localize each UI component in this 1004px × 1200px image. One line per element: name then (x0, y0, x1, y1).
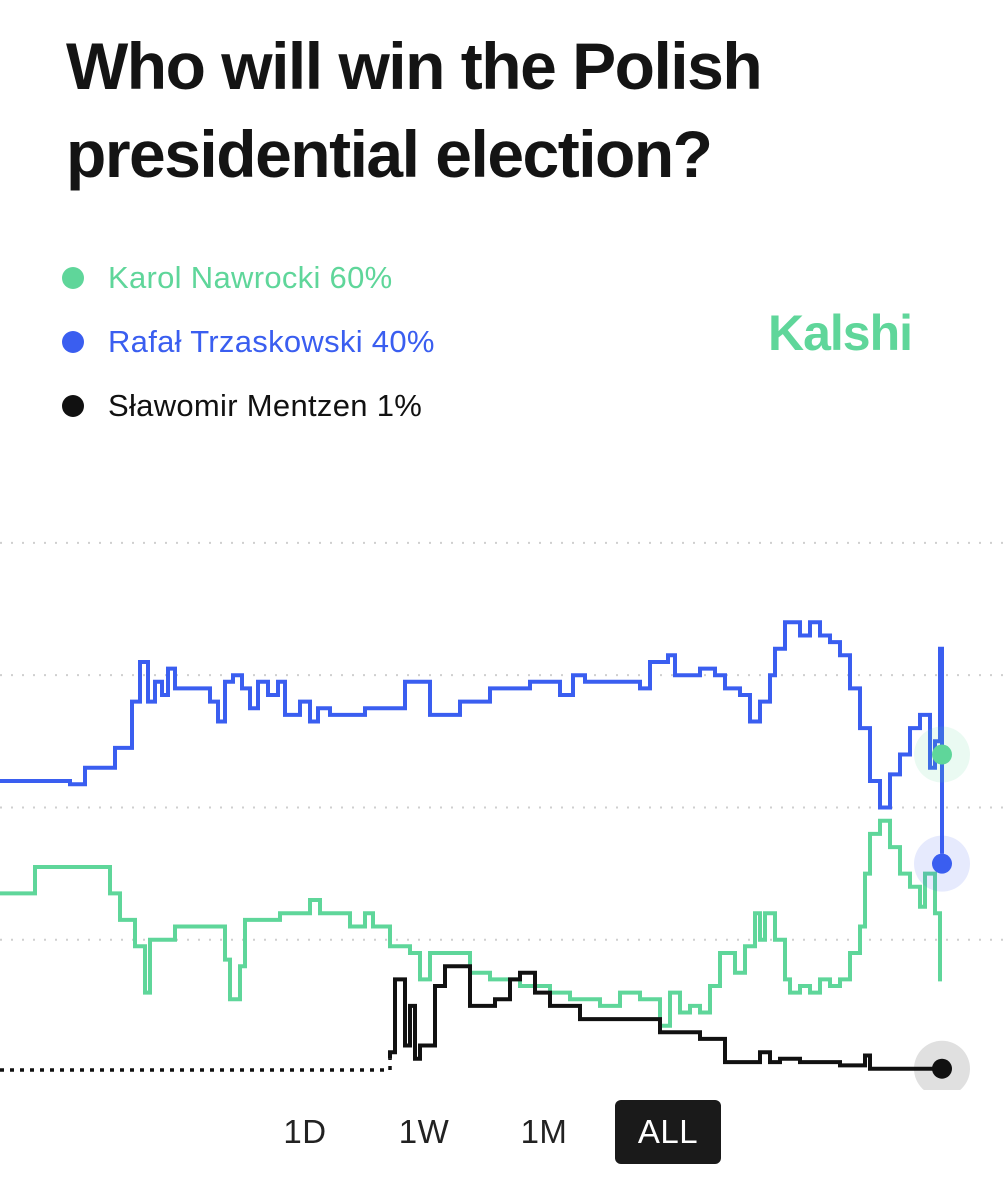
range-button-all[interactable]: ALL (615, 1100, 721, 1164)
legend-label-nawrocki: Karol Nawrocki 60% (108, 260, 393, 295)
end-marker-dot-1[interactable] (932, 853, 952, 874)
chart-legend: Karol Nawrocki 60% Rafał Trzaskowski 40%… (62, 246, 435, 438)
end-marker-dot-2[interactable] (932, 1058, 952, 1079)
price-history-chart (0, 541, 1004, 1090)
series-line-karol-nawrocki (0, 818, 942, 1028)
range-button-1m[interactable]: 1M (508, 1100, 580, 1164)
legend-item-nawrocki[interactable]: Karol Nawrocki 60% (62, 246, 435, 310)
end-marker-dot-0[interactable] (932, 744, 952, 765)
range-button-1w[interactable]: 1W (388, 1100, 460, 1164)
kalshi-logo: Kalshi (768, 305, 913, 361)
legend-dot-nawrocki (62, 267, 84, 289)
series-line-rafa-trzaskowski (0, 620, 944, 854)
legend-label-trzaskowski: Rafał Trzaskowski 40% (108, 324, 435, 359)
series-line-s-awomir-mentzen-dotted-lead-in (0, 1058, 392, 1072)
legend-item-mentzen[interactable]: Sławomir Mentzen 1% (62, 374, 435, 438)
page-title: Who will win the Polish presidential ele… (66, 29, 763, 191)
range-button-1d[interactable]: 1D (274, 1100, 336, 1164)
legend-label-mentzen: Sławomir Mentzen 1% (108, 388, 423, 423)
series-line-s-awomir-mentzen (388, 964, 940, 1071)
time-range-selector: 1D 1W 1M ALL (0, 1100, 1004, 1164)
legend-dot-trzaskowski (62, 331, 84, 353)
legend-item-trzaskowski[interactable]: Rafał Trzaskowski 40% (62, 310, 435, 374)
legend-dot-mentzen (62, 395, 84, 417)
